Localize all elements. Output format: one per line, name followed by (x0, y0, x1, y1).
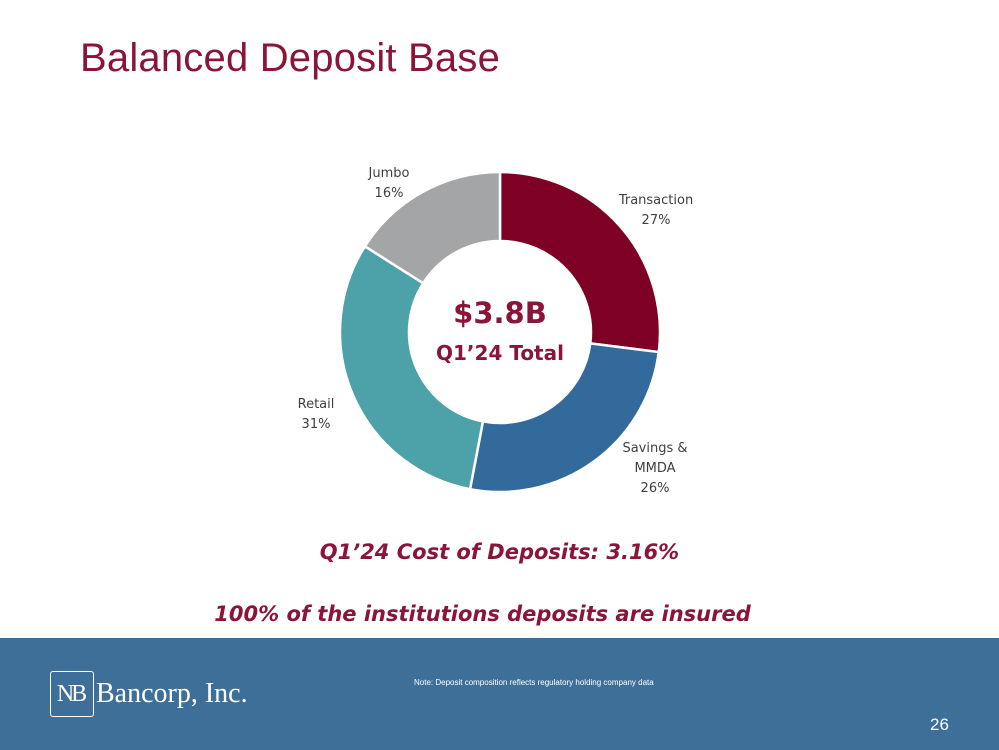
slice-label-name: Retail (297, 397, 335, 412)
footer-bar: NB Bancorp, Inc. Note: Deposit compositi… (0, 638, 999, 750)
slice-label-transaction: Transaction 27% (601, 191, 711, 231)
donut-slice-jumbo (363, 170, 502, 285)
slice-label-value: 31% (301, 417, 331, 432)
slice-label-name-line2: MMDA (634, 461, 676, 476)
logo-mark: NB (50, 671, 94, 717)
slice-label-name: Transaction (618, 193, 694, 208)
donut-slice-savings-mmda (468, 342, 661, 494)
slice-label-value: 27% (641, 213, 671, 228)
company-logo: NB Bancorp, Inc. (50, 670, 248, 718)
slice-label-retail: Retail 31% (266, 395, 366, 435)
slice-label-jumbo: Jumbo 16% (339, 164, 439, 204)
donut-slice-retail (338, 244, 485, 491)
slice-label-value: 26% (640, 481, 670, 496)
chart-center-value: $3.8B (453, 296, 547, 330)
insured-deposits-callout: 100% of the institutions deposits are in… (214, 602, 751, 626)
slide-title: Balanced Deposit Base (80, 36, 501, 80)
slice-label-name: Savings & (622, 441, 688, 456)
slice-label-name: Jumbo (368, 166, 410, 181)
footnote: Note: Deposit composition reflects regul… (414, 678, 654, 687)
slice-label-value: 16% (374, 186, 404, 201)
slice-label-savings-mmda: Savings & MMDA 26% (600, 439, 710, 499)
donut-slices (338, 170, 662, 494)
donut-chart (338, 170, 662, 494)
logo-text: Bancorp, Inc. (96, 678, 248, 709)
page-number: 26 (930, 715, 949, 734)
chart-center-label: Q1’24 Total (436, 341, 564, 365)
donut-slice-transaction (498, 170, 662, 354)
cost-of-deposits-callout: Q1’24 Cost of Deposits: 3.16% (319, 540, 680, 564)
